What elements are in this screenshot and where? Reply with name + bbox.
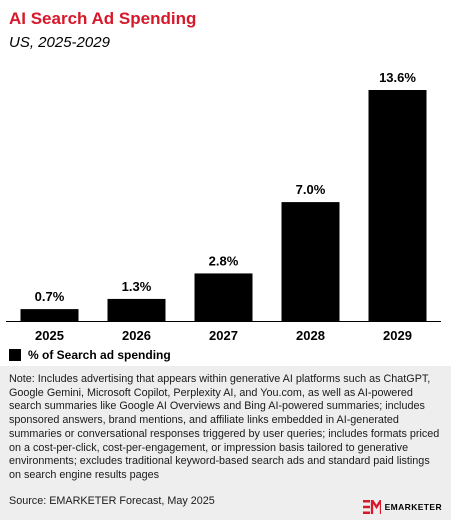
data-label-2029: 13.6% <box>379 70 416 85</box>
x-tick-2027: 2027 <box>209 328 238 343</box>
bar-chart: 0.7% 2025 1.3% 2026 2.8% 2027 7.0% 2028 13.6% 202… <box>6 70 441 343</box>
legend-label: % of Search ad spending <box>28 348 171 362</box>
brand-name: EMARKETER <box>384 502 442 512</box>
source-line: Source: EMARKETER Forecast, May 2025 <box>9 495 215 507</box>
footnote: Note: Includes advertising that appears … <box>9 373 440 481</box>
x-tick-2028: 2028 <box>296 328 325 343</box>
bar-2025 <box>20 309 79 321</box>
brand-logo: EMARKETER <box>362 500 442 514</box>
data-label-2027: 2.8% <box>209 253 239 268</box>
legend: % of Search ad spending <box>9 348 171 362</box>
emarketer-logo-icon <box>362 500 381 514</box>
x-tick-2029: 2029 <box>383 328 412 343</box>
bar-2029 <box>368 90 427 321</box>
data-label-2026: 1.3% <box>122 279 152 294</box>
footer-notes: Note: Includes advertising that appears … <box>0 366 451 520</box>
bar-2026 <box>107 298 166 321</box>
x-tick-2026: 2026 <box>122 328 151 343</box>
x-tick-2025: 2025 <box>35 328 64 343</box>
chart-title: AI Search Ad Spending <box>9 9 197 28</box>
bar-2028 <box>281 202 340 321</box>
chart-subtitle: US, 2025-2029 <box>9 34 110 51</box>
legend-swatch <box>9 349 21 361</box>
data-label-2028: 7.0% <box>296 182 326 197</box>
data-label-2025: 0.7% <box>35 289 65 304</box>
bar-2027 <box>194 273 253 321</box>
